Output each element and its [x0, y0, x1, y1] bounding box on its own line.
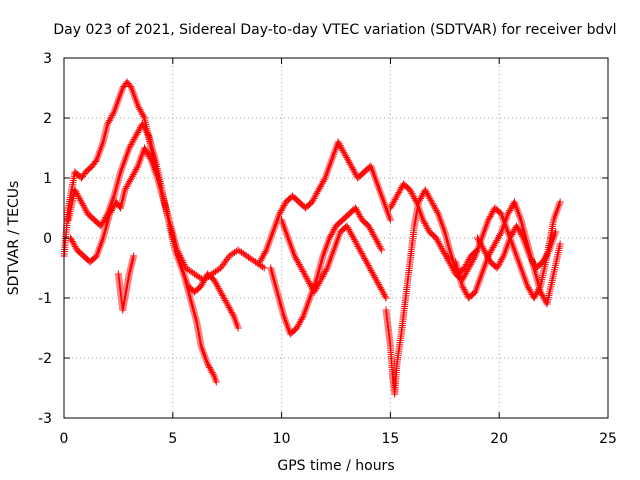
- x-tick-label: 25: [599, 431, 617, 447]
- data-point-interp: [179, 259, 187, 267]
- x-tick-label: 5: [168, 431, 177, 447]
- y-axis-label: SDTVAR / TECUs: [6, 181, 22, 296]
- data-point-interp: [144, 130, 152, 138]
- x-axis-label: GPS time / hours: [277, 458, 394, 474]
- data-point: [234, 324, 242, 332]
- data-point-interp: [470, 254, 478, 262]
- data-point-interp: [209, 370, 217, 378]
- data-point: [378, 246, 386, 254]
- data-point: [386, 216, 394, 224]
- data-point-interp: [518, 232, 526, 240]
- y-tick-label: 0: [43, 231, 52, 247]
- y-tick-label: 3: [43, 51, 52, 67]
- x-tick-label: 10: [273, 431, 291, 447]
- data-point: [173, 246, 181, 254]
- y-tick-label: 2: [43, 111, 52, 127]
- data-point-interp: [433, 208, 441, 216]
- data-point-interp: [377, 244, 385, 252]
- data-points: [60, 78, 564, 398]
- data-point: [382, 294, 390, 302]
- y-tick-label: -1: [38, 291, 52, 307]
- data-point-interp: [499, 254, 507, 262]
- data-point-interp: [215, 265, 223, 273]
- data-point-interp: [381, 292, 389, 300]
- data-point-interp: [544, 248, 552, 256]
- data-point-interp: [133, 164, 141, 172]
- y-tick-label: -2: [38, 351, 52, 367]
- x-tick-label: 0: [60, 431, 69, 447]
- data-point-interp: [180, 260, 188, 268]
- y-tick-label: -3: [38, 411, 52, 427]
- data-point-interp: [224, 254, 232, 262]
- data-point-interp: [261, 248, 269, 256]
- data-point-interp: [496, 230, 504, 238]
- data-point: [556, 198, 564, 206]
- x-tick-label: 15: [381, 431, 399, 447]
- data-point-interp: [175, 250, 183, 258]
- data-point-interp: [174, 248, 182, 256]
- data-point-interp: [92, 158, 100, 165]
- data-point-interp: [229, 310, 237, 318]
- data-point-interp: [126, 83, 134, 90]
- data-point: [130, 252, 138, 260]
- data-point-interp: [140, 112, 148, 120]
- data-point-interp: [322, 266, 330, 274]
- data-point-interp: [178, 255, 186, 263]
- data-point-interp: [178, 257, 186, 265]
- data-point: [212, 378, 220, 386]
- data-point: [556, 240, 564, 248]
- data-point-interp: [298, 314, 306, 322]
- y-tick-label: 1: [43, 171, 52, 187]
- data-point-interp: [146, 154, 154, 162]
- data-point-interp: [258, 263, 266, 271]
- data-point-interp: [320, 176, 328, 184]
- data-point: [552, 228, 560, 236]
- data-point-interp: [109, 110, 117, 118]
- chart-title: Day 023 of 2021, Sidereal Day-to-day VTE…: [53, 22, 616, 38]
- x-tick-label: 20: [490, 431, 508, 447]
- data-point: [260, 264, 268, 272]
- data-point-interp: [412, 196, 420, 204]
- data-point-interp: [177, 253, 185, 261]
- data-point-interp: [176, 251, 184, 259]
- axis-ticks: 0 5 10 15 20 25 -3 -2 -1 0 1 2 3: [38, 51, 617, 447]
